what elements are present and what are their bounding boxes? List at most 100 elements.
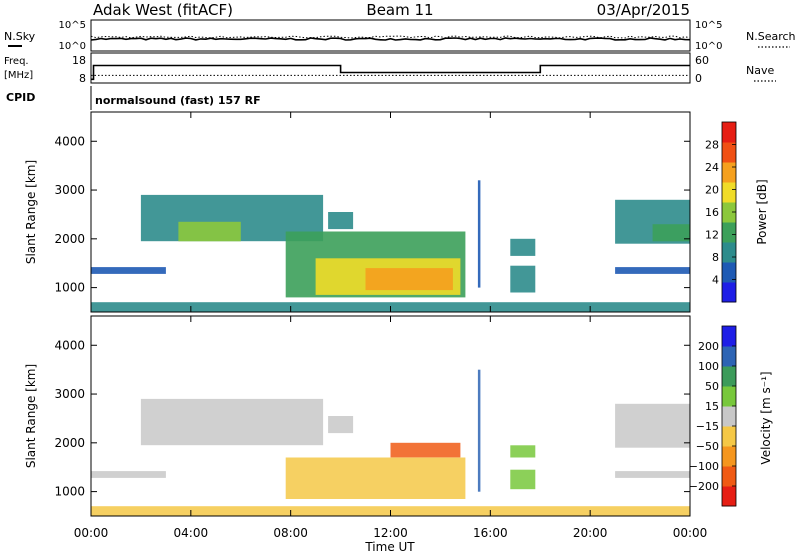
power-colorbar: 4 8 12 16 20 24 28: [705, 121, 737, 303]
colorbar-tick-label: 8: [712, 251, 719, 264]
colorbar-segment: [722, 366, 736, 387]
colorbar-tick-label: −50: [696, 440, 719, 453]
y-tick-label: 1000: [54, 485, 85, 499]
y-tick-label: 2000: [54, 436, 85, 450]
nave-tick-bottom: 0: [695, 72, 702, 85]
power-panel: 1000 2000 3000 4000 Slant Range [km] 4 8 12 16…: [24, 111, 769, 313]
x-tick-label: 00:00: [673, 526, 708, 540]
colorbar-tick-label: 28: [705, 139, 719, 152]
heatmap-region: [652, 224, 690, 242]
heatmap-region: [91, 267, 166, 274]
heatmap-region: [285, 457, 466, 499]
noise-sky-label: N.Sky: [4, 30, 36, 43]
y-tick-label: 2000: [54, 232, 85, 246]
heatmap-region: [328, 416, 354, 434]
heatmap-region: [328, 212, 354, 230]
x-tick-label: 04:00: [174, 526, 209, 540]
freq-panel-frame: [90, 52, 691, 84]
freq-panel: Freq. [MHz] 18 8 60 0 Nave: [4, 52, 776, 85]
y-tick-label: 3000: [54, 183, 85, 197]
velocity-heatmap: [91, 369, 690, 516]
freq-tick-bottom: 8: [79, 72, 86, 85]
colorbar-segment: [722, 262, 736, 283]
colorbar-tick-label: 15: [705, 400, 719, 413]
velocity-y-axis: 1000 2000 3000 4000: [54, 338, 690, 499]
heatmap-region: [178, 221, 241, 242]
colorbar-segment: [722, 222, 736, 243]
station-title: Adak West (fitACF): [93, 1, 233, 19]
x-tick-label: 12:00: [373, 526, 408, 540]
heatmap-region: [365, 268, 453, 291]
y-tick-label: 4000: [54, 134, 85, 148]
colorbar-segment: [722, 326, 736, 347]
freq-tick-top: 18: [72, 54, 86, 67]
power-heatmap: [91, 180, 690, 312]
colorbar-segment: [722, 182, 736, 203]
date-title: 03/Apr/2015: [597, 1, 690, 19]
heatmap-region: [615, 267, 690, 274]
x-tick-label: 08:00: [273, 526, 308, 540]
noise-search-label: N.Search: [746, 30, 796, 43]
colorbar-tick-label: 200: [698, 340, 719, 353]
y-tick-label: 3000: [54, 387, 85, 401]
x-tick-label: 20:00: [573, 526, 608, 540]
heatmap-region: [615, 471, 690, 478]
velocity-y-label: Slant Range [km]: [24, 364, 38, 468]
colorbar-tick-label: 16: [705, 206, 719, 219]
noise-sky-series: [90, 37, 691, 41]
nave-label: Nave: [746, 64, 774, 77]
colorbar-tick-label: 100: [698, 360, 719, 373]
colorbar-segment: [722, 162, 736, 183]
noise-right-tick-top: 10^5: [695, 20, 722, 31]
colorbar-tick-label: 20: [705, 184, 719, 197]
heatmap-region: [140, 398, 324, 446]
colorbar-segment: [722, 202, 736, 223]
colorbar-segment: [722, 446, 736, 467]
heatmap-region: [510, 265, 536, 293]
colorbar-segment: [722, 466, 736, 487]
noise-left-tick-top: 10^5: [59, 20, 86, 31]
colorbar-segment: [722, 242, 736, 263]
velocity-colorbar: 200 100 50 15 −15 −50 −100 −200: [689, 325, 737, 507]
y-tick-label: 4000: [54, 338, 85, 352]
x-tick-label: 00:00: [74, 526, 109, 540]
colorbar-segment: [722, 346, 736, 367]
colorbar-segment: [722, 386, 736, 407]
nave-tick-top: 60: [695, 54, 709, 67]
velocity-panel: 1000 2000 3000 4000 Slant Range [km] 200 100…: [24, 315, 773, 517]
y-tick-label: 1000: [54, 281, 85, 295]
heatmap-region: [477, 180, 481, 288]
colorbar-segment: [722, 406, 736, 427]
colorbar-segment: [722, 122, 736, 143]
heatmap-region: [390, 442, 461, 458]
noise-panel: N.Sky 10^5 10^0 10^5 10^0 N.Search: [4, 19, 796, 52]
colorbar-frame: [721, 325, 737, 507]
noise-left-tick-bottom: 10^0: [59, 41, 86, 52]
power-y-axis: 1000 2000 3000 4000: [54, 134, 690, 295]
colorbar-tick-label: −200: [689, 480, 719, 493]
heatmap-region: [510, 445, 536, 458]
heatmap-region: [615, 403, 690, 448]
beam-title: Beam 11: [366, 1, 433, 19]
time-axis-label: Time UT: [364, 540, 415, 554]
x-tick-label: 16:00: [473, 526, 508, 540]
heatmap-region: [477, 369, 481, 492]
heatmap-region: [91, 471, 166, 478]
cpid-value: normalsound (fast) 157 RF: [95, 94, 261, 107]
colorbar-segment: [722, 486, 736, 507]
noise-right-tick-bottom: 10^0: [695, 41, 722, 52]
freq-label: Freq.: [4, 56, 29, 67]
power-colorbar-label: Power [dB]: [755, 179, 769, 244]
time-axis: 00:00 04:00 08:00 12:00 16:00 20:00 00:00: [74, 112, 708, 540]
colorbar-segment: [722, 426, 736, 447]
heatmap-region: [510, 238, 536, 256]
colorbar-tick-label: 24: [705, 161, 719, 174]
colorbar-tick-label: 12: [705, 229, 719, 242]
colorbar-tick-label: 50: [705, 380, 719, 393]
freq-series: [91, 64, 690, 81]
colorbar-tick-label: −15: [696, 420, 719, 433]
velocity-colorbar-label: Velocity [m s⁻¹]: [759, 371, 773, 464]
freq-unit-label: [MHz]: [4, 70, 33, 81]
colorbar-segment: [722, 282, 736, 303]
